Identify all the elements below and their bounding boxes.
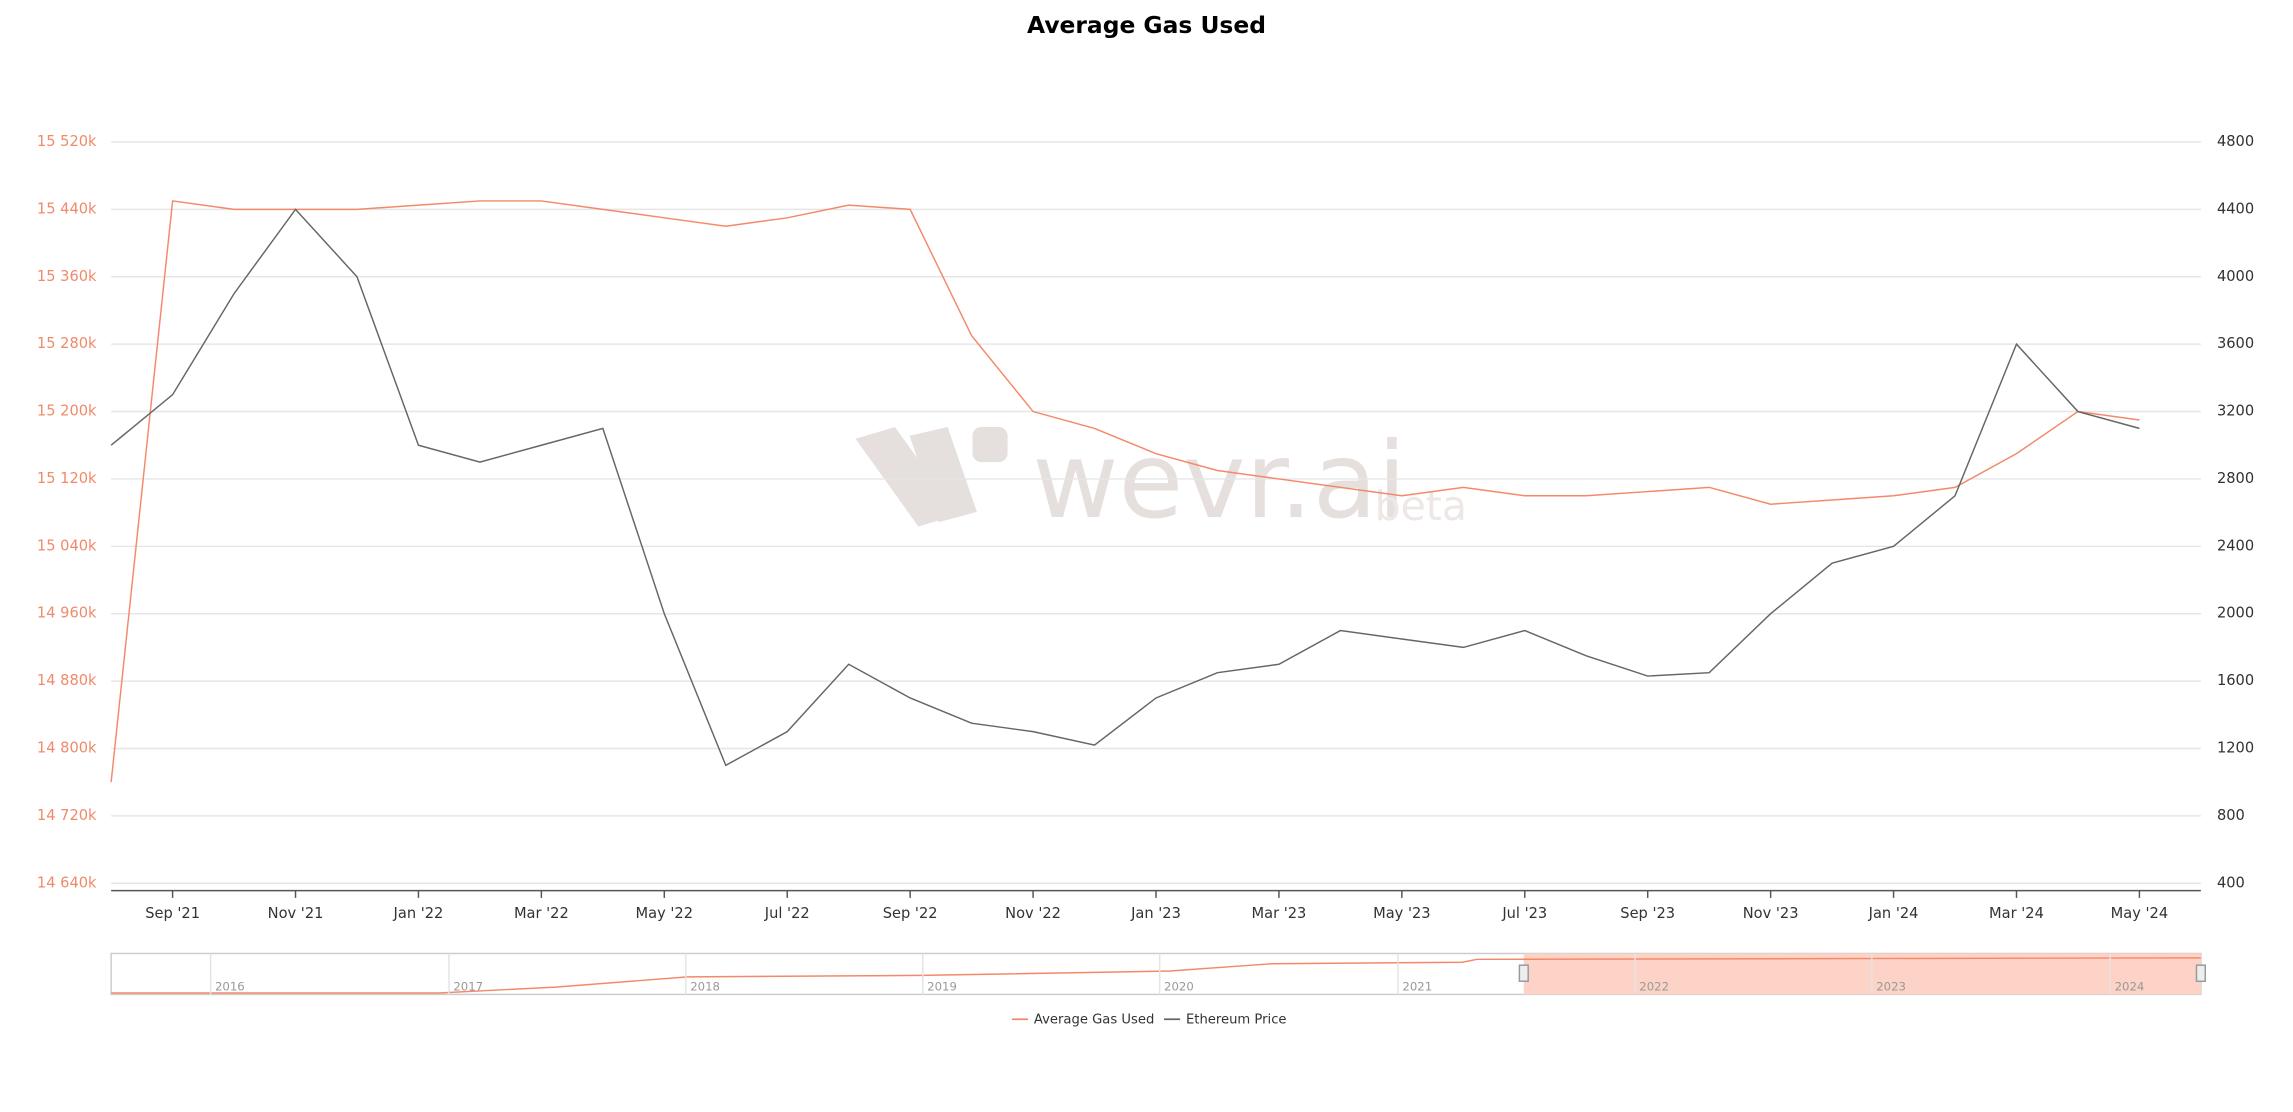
navigator-line	[111, 957, 2201, 994]
x-tick-label: Nov '22	[1005, 905, 1061, 922]
navigator-label: 2022	[1639, 980, 1669, 994]
navigator-label: 2021	[1402, 980, 1432, 994]
x-tick-label: Sep '23	[1620, 905, 1675, 922]
y-tick-label: 14 640k	[37, 874, 97, 891]
y2-tick-label: 2000	[2217, 605, 2254, 622]
legend-label[interactable]: Average Gas Used	[1034, 1012, 1154, 1027]
y-tick-label: 15 200k	[37, 403, 97, 420]
y2-tick-label: 3200	[2217, 403, 2254, 420]
x-tick-label: Jan '23	[1130, 905, 1181, 922]
navigator	[110, 952, 2206, 996]
x-tick-label: May '24	[2111, 905, 2168, 922]
navigator-selection[interactable]	[1523, 953, 2201, 995]
x-tick-label: Nov '23	[1743, 905, 1799, 922]
watermark-text: wevr.ai	[1032, 419, 1406, 542]
watermark: wevr.ai beta	[855, 419, 1467, 542]
y2-tick-label: 1200	[2217, 739, 2254, 756]
watermark-logo	[972, 427, 1008, 463]
navigator-handle[interactable]	[1518, 964, 1529, 982]
navigator-label: 2019	[927, 980, 957, 994]
x-tick-label: Nov '21	[268, 905, 324, 922]
y2-tick-label: 3600	[2217, 335, 2254, 352]
y2-tick-label: 800	[2217, 807, 2245, 824]
navigator-label: 2024	[2115, 980, 2145, 994]
y-tick-label: 14 720k	[37, 807, 97, 824]
x-tick-label: Jan '24	[1868, 905, 1919, 922]
y2-tick-label: 4400	[2217, 200, 2254, 217]
series-line	[110, 208, 2140, 767]
x-tick-label: Mar '22	[514, 905, 569, 922]
x-tick-label: May '23	[1373, 905, 1430, 922]
navigator-label: 2016	[215, 980, 245, 994]
x-tick-label: Mar '23	[1252, 905, 1307, 922]
navigator-label: 2017	[453, 980, 483, 994]
watermark-badge: beta	[1375, 482, 1467, 530]
x-tick-label: Sep '21	[145, 905, 200, 922]
y-tick-label: 15 040k	[37, 537, 97, 554]
navigator-label: 2018	[690, 980, 720, 994]
x-tick-label: Jul '23	[1501, 905, 1547, 922]
navigator-label: 2020	[1164, 980, 1194, 994]
y2-tick-label: 4800	[2217, 133, 2254, 150]
y-tick-label: 15 120k	[37, 470, 97, 487]
x-tick-label: Mar '24	[1989, 905, 2044, 922]
y2-tick-label: 4000	[2217, 268, 2254, 285]
y-tick-label: 15 440k	[37, 200, 97, 217]
y2-tick-label: 400	[2217, 874, 2245, 891]
y-tick-label: 14 880k	[37, 672, 97, 689]
y-tick-label: 14 960k	[37, 605, 97, 622]
y-tick-label: 14 800k	[37, 739, 97, 756]
y2-tick-label: 1600	[2217, 672, 2254, 689]
legend-label[interactable]: Ethereum Price	[1186, 1012, 1287, 1027]
x-tick-label: May '22	[636, 905, 693, 922]
y-tick-label: 15 520k	[37, 133, 97, 150]
x-tick-label: Sep '22	[883, 905, 938, 922]
x-tick-label: Jul '22	[764, 905, 810, 922]
y2-tick-label: 2400	[2217, 537, 2254, 554]
watermark-logo	[909, 427, 977, 523]
navigator-label: 2023	[1876, 980, 1906, 994]
y-tick-label: 15 280k	[37, 335, 97, 352]
navigator-handle[interactable]	[2195, 964, 2206, 982]
series-line	[110, 200, 2140, 783]
y2-tick-label: 2800	[2217, 470, 2254, 487]
x-tick-label: Jan '22	[393, 905, 444, 922]
chart-title: Average Gas Used	[1027, 11, 1266, 39]
y-tick-label: 15 360k	[37, 268, 97, 285]
